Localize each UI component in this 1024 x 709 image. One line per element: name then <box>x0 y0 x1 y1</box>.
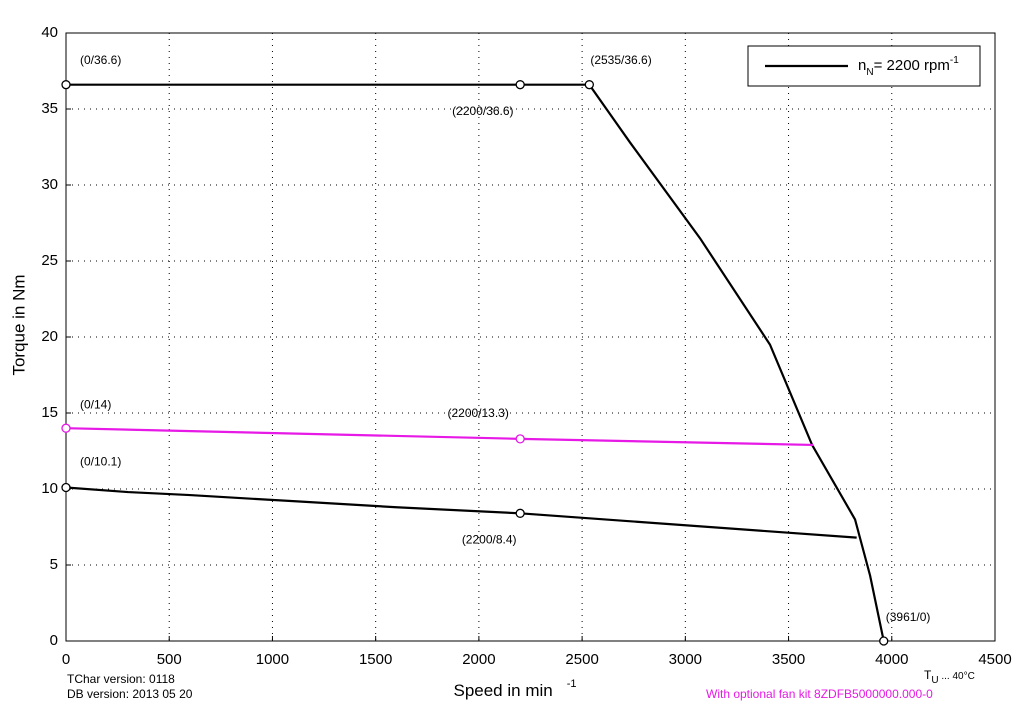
y-axis-label: Torque in Nm <box>9 274 28 375</box>
point-label: (2535/36.6) <box>590 53 651 67</box>
fan-kit-note: With optional fan kit 8ZDFB5000000.000-0 <box>706 687 933 701</box>
y-tick-label: 15 <box>41 404 58 421</box>
x-tick-label: 4500 <box>978 651 1011 668</box>
point-marker <box>515 434 525 444</box>
y-tick-label: 5 <box>50 556 58 573</box>
x-axis-label-text: Speed in min <box>453 681 552 700</box>
x-tick-label: 1000 <box>256 651 289 668</box>
y-tick-label: 25 <box>41 252 58 269</box>
ambient-sub: U <box>931 675 938 686</box>
tchar-version: TChar version: 0118 <box>67 672 175 686</box>
legend-rest: = 2200 rpm <box>874 57 950 74</box>
y-tick-label: 40 <box>41 24 58 41</box>
point-marker <box>61 80 71 90</box>
ambient-t: T <box>924 668 932 682</box>
point-label: (2200/36.6) <box>452 104 513 118</box>
x-axis-label-sup: -1 <box>567 678 577 690</box>
y-tick-label: 35 <box>41 100 58 117</box>
ambient-temp: TU ... 40°C <box>924 668 975 685</box>
x-tick-label: 500 <box>157 651 182 668</box>
x-tick-label: 2000 <box>462 651 495 668</box>
point-marker <box>515 80 525 90</box>
point-label: (0/14) <box>80 397 111 411</box>
point-label: (2200/13.3) <box>447 406 508 420</box>
point-marker <box>61 423 71 433</box>
point-marker <box>61 482 71 493</box>
point-marker <box>879 636 889 646</box>
point-label: (2200/8.4) <box>462 532 517 546</box>
series-line <box>66 83 885 642</box>
y-tick-label: 20 <box>41 328 58 345</box>
x-tick-label: 0 <box>62 651 70 668</box>
legend-sup: -1 <box>950 55 959 66</box>
point-label: (0/10.1) <box>80 455 121 469</box>
x-tick-label: 4000 <box>875 651 908 668</box>
y-tick-label: 30 <box>41 176 58 193</box>
ambient-rest: ... 40°C <box>939 671 975 682</box>
x-tick-label: 1500 <box>359 651 392 668</box>
point-marker <box>584 80 594 90</box>
plot-frame <box>65 32 996 642</box>
x-tick-label: 3000 <box>669 651 702 668</box>
x-axis-label: Speed in min -1 <box>453 678 576 701</box>
y-tick-label: 10 <box>41 480 58 497</box>
point-label: (0/36.6) <box>80 53 121 67</box>
legend: nN= 2200 rpm-1 <box>747 45 981 87</box>
db-version: DB version: 2013 05 20 <box>67 687 193 701</box>
legend-text: n <box>858 57 866 74</box>
x-tick-label: 2500 <box>565 651 598 668</box>
point-label: (3961/0) <box>886 610 931 624</box>
x-tick-label: 3500 <box>772 651 805 668</box>
legend-sub: N <box>866 67 873 78</box>
point-marker <box>515 508 525 518</box>
legend-label: nN= 2200 rpm-1 <box>858 55 959 78</box>
y-tick-label: 0 <box>50 632 58 649</box>
